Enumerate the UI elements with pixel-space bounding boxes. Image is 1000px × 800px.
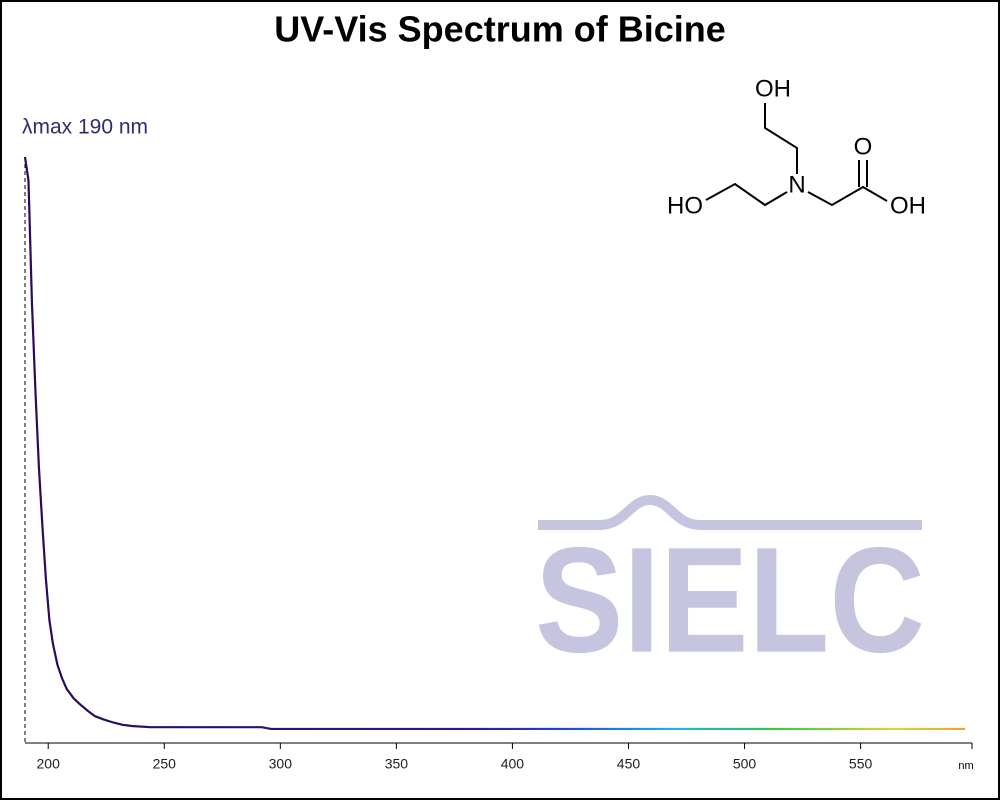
annotation-label: λmax 190 nm <box>22 116 148 139</box>
spectrum-line <box>23 156 966 731</box>
chart-title: UV-Vis Spectrum of Bicine <box>274 9 725 50</box>
watermark-text: SIELC <box>535 516 925 684</box>
atom-label: OH <box>755 75 791 102</box>
bond <box>764 103 798 174</box>
watermark: SIELC <box>535 494 925 684</box>
x-tick-label: 450 <box>617 756 641 772</box>
atom-label: O <box>854 133 873 160</box>
atom-label: HO <box>667 192 703 219</box>
bond <box>807 185 888 207</box>
x-tick-label: 350 <box>385 756 409 772</box>
x-tick-label: 200 <box>37 756 61 772</box>
atom-label: N <box>788 171 805 198</box>
x-unit-label: nm <box>958 760 973 772</box>
x-tick-label: 500 <box>733 756 757 772</box>
watermark-wave <box>538 494 922 530</box>
x-tick-label: 300 <box>269 756 293 772</box>
x-tick-label: 400 <box>501 756 525 772</box>
x-tick-label: 550 <box>849 756 873 772</box>
atom-label: OH <box>890 192 926 219</box>
x-tick-label: 250 <box>153 756 177 772</box>
structure: OH O HO N OH <box>667 75 926 219</box>
bond <box>705 182 788 207</box>
bond <box>858 160 868 187</box>
